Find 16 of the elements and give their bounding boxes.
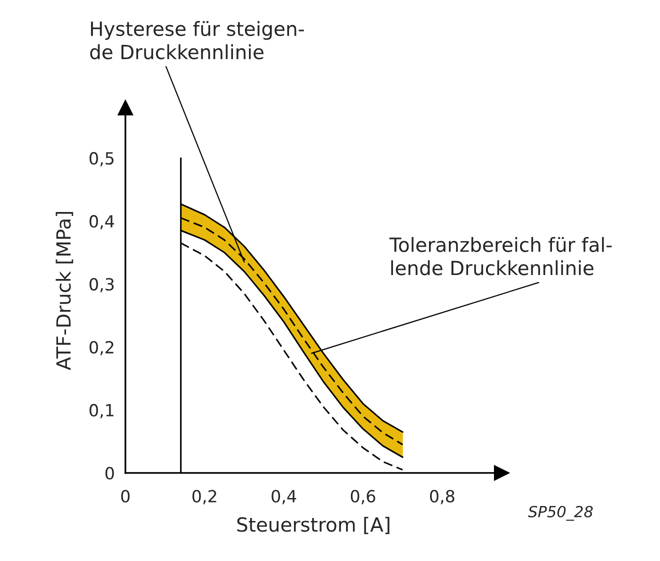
x-tick-label: 0 bbox=[121, 490, 130, 502]
annotation: Toleranzbereich für fal- lende Druckkennlinie bbox=[389, 237, 612, 276]
y-tick-label: 0 bbox=[105, 466, 114, 480]
y-tick-label: 0,3 bbox=[90, 278, 114, 292]
annotation: Hysterese für steigen- de Druckkennlinie bbox=[90, 21, 304, 60]
y-tick-label: 0,1 bbox=[90, 404, 114, 418]
x-tick-label: 0,8 bbox=[430, 490, 454, 504]
y-tick-label: 0,4 bbox=[90, 215, 114, 230]
text: SP50_28 bbox=[528, 506, 593, 521]
y-axis-title: ATF-Druck [MPa] bbox=[56, 212, 74, 370]
y-tick-label: 0,5 bbox=[90, 152, 114, 166]
y-tick-label: 0,2 bbox=[90, 340, 114, 356]
x-tick-label: 0,6 bbox=[350, 490, 376, 504]
x-tick-label: 0,4 bbox=[272, 490, 296, 504]
x-axis-title: Steuerstrom [A] bbox=[237, 516, 390, 534]
x-tick-label: 0,2 bbox=[192, 490, 216, 504]
